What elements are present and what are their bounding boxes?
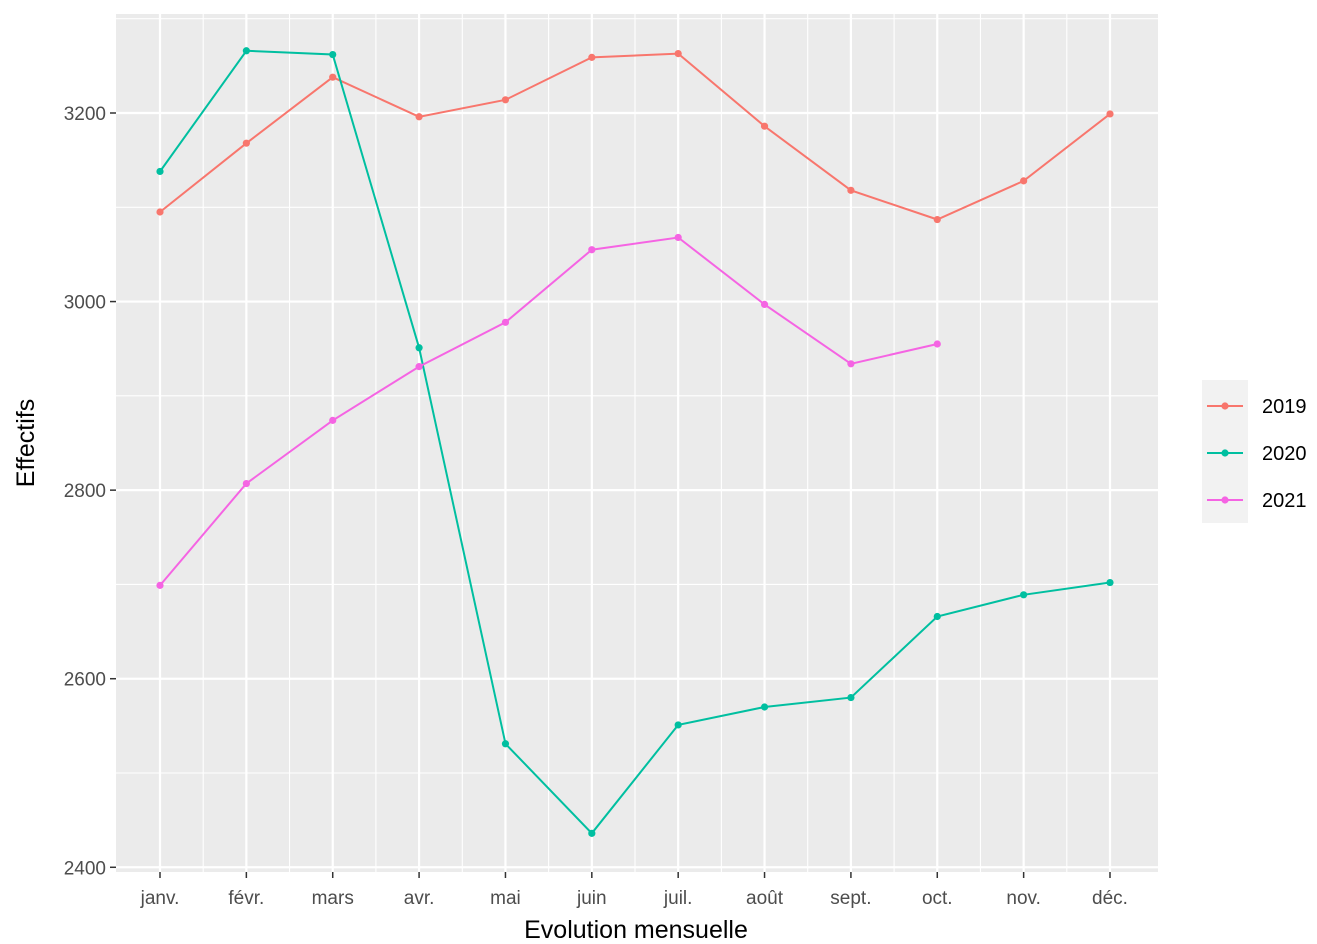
data-point-2021: [588, 246, 596, 254]
data-point-2020: [674, 721, 682, 729]
data-point-2020: [329, 50, 337, 59]
series-line-2019: [159, 52, 1111, 221]
y-tick-label: 2600: [64, 670, 106, 691]
data-point-2019: [847, 186, 855, 194]
data-point-2021: [674, 233, 682, 242]
data-point-2021: [242, 479, 250, 488]
x-tick-label: oct.: [922, 888, 953, 909]
data-point-2021: [933, 340, 941, 348]
y-tick-label: 2800: [64, 481, 106, 502]
data-point-2019: [415, 113, 423, 121]
legend-label: 2021: [1262, 490, 1307, 512]
data-point-2020: [501, 740, 510, 748]
y-tick-label: 3200: [64, 104, 106, 125]
series-line-2020: [159, 49, 1111, 835]
data-point-2021: [760, 300, 769, 308]
x-tick-label: févr.: [228, 888, 264, 909]
legend-key-point: [1221, 496, 1229, 504]
legend-label: 2019: [1262, 396, 1307, 418]
data-point-2019: [501, 96, 510, 104]
legend-label: 2020: [1262, 443, 1307, 465]
legend: 2019 2020 2021: [1202, 380, 1307, 523]
data-point-2019: [1020, 177, 1028, 185]
data-point-2020: [242, 47, 250, 55]
data-point-2019: [242, 139, 250, 147]
data-point-2021: [156, 581, 164, 589]
x-tick-label: juin: [576, 888, 607, 909]
y-axis: 2400 2600 2800 3000 3200: [64, 104, 116, 879]
data-point-2019: [156, 208, 164, 216]
x-tick-label: juil.: [663, 888, 693, 909]
data-point-2020: [588, 829, 596, 837]
x-tick-label: mars: [312, 888, 354, 909]
x-tick-label: avr.: [404, 888, 435, 909]
major-gridlines: [116, 14, 1158, 872]
series-layer: [156, 47, 1114, 837]
minor-gridlines: [116, 14, 1158, 872]
plot-panel: [116, 14, 1158, 872]
data-point-2021: [329, 416, 337, 424]
y-tick-label: 2400: [64, 858, 106, 879]
data-point-2019: [329, 73, 337, 81]
data-point-2019: [1106, 110, 1114, 118]
data-point-2021: [415, 363, 423, 371]
data-point-2020: [760, 703, 769, 711]
data-point-2020: [156, 167, 164, 176]
x-tick-label: nov.: [1006, 888, 1041, 909]
x-axis-title: Evolution mensuelle: [524, 916, 748, 944]
x-tick-label: mai: [490, 888, 521, 909]
x-tick-label: déc.: [1092, 888, 1128, 909]
legend-key-point: [1221, 402, 1229, 410]
data-point-2021: [501, 318, 510, 326]
series-line-2021: [159, 236, 938, 587]
y-tick-label: 3000: [64, 293, 106, 314]
legend-key-point: [1221, 449, 1229, 457]
x-tick-label: sept.: [830, 888, 871, 909]
x-tick-label: janv.: [140, 888, 180, 909]
data-point-2020: [933, 612, 941, 621]
data-point-2019: [933, 215, 941, 224]
data-point-2019: [674, 50, 682, 58]
data-point-2019: [760, 122, 769, 130]
data-point-2020: [415, 344, 423, 352]
data-point-2021: [847, 360, 855, 368]
y-axis-title: Effectifs: [12, 399, 40, 487]
data-point-2020: [1106, 578, 1114, 587]
data-point-2019: [588, 53, 596, 61]
x-axis: janv. févr. mars avr. mai juin juil. août sept. o…: [140, 872, 1128, 909]
x-tick-label: août: [746, 888, 784, 909]
data-point-2020: [1020, 591, 1028, 599]
data-point-2020: [847, 693, 855, 702]
